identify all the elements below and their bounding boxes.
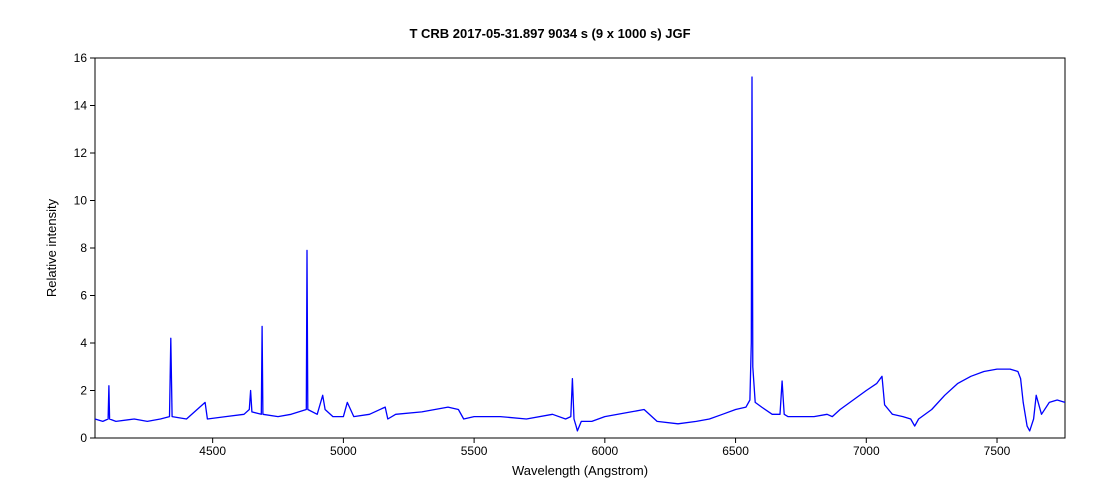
y-tick-label: 10 xyxy=(74,194,88,208)
x-tick-label: 7000 xyxy=(853,444,880,458)
y-tick-label: 16 xyxy=(74,51,88,65)
y-tick-label: 0 xyxy=(80,431,87,445)
y-axis: 0 2 4 6 8 10 12 14 16 xyxy=(74,51,95,445)
x-tick-label: 5000 xyxy=(330,444,357,458)
spectrum-series-line xyxy=(94,76,1066,432)
x-axis-title: Wavelength (Angstrom) xyxy=(512,463,648,478)
y-tick-label: 8 xyxy=(80,241,87,255)
x-axis: 4500 5000 5500 6000 6500 7000 7500 xyxy=(199,438,1011,458)
x-tick-label: 7500 xyxy=(984,444,1011,458)
y-tick-label: 14 xyxy=(74,99,88,113)
y-tick-label: 6 xyxy=(80,289,87,303)
x-tick-label: 4500 xyxy=(199,444,226,458)
x-tick-label: 6500 xyxy=(722,444,749,458)
y-tick-label: 4 xyxy=(80,336,87,350)
y-tick-label: 12 xyxy=(74,146,88,160)
series-layer xyxy=(94,76,1066,432)
plot-frame xyxy=(94,57,1066,439)
chart-title: T CRB 2017-05-31.897 9034 s (9 x 1000 s)… xyxy=(409,26,690,41)
y-axis-title: Relative intensity xyxy=(44,198,59,297)
x-tick-label: 6000 xyxy=(591,444,618,458)
y-tick-label: 2 xyxy=(80,384,87,398)
x-tick-label: 5500 xyxy=(461,444,488,458)
